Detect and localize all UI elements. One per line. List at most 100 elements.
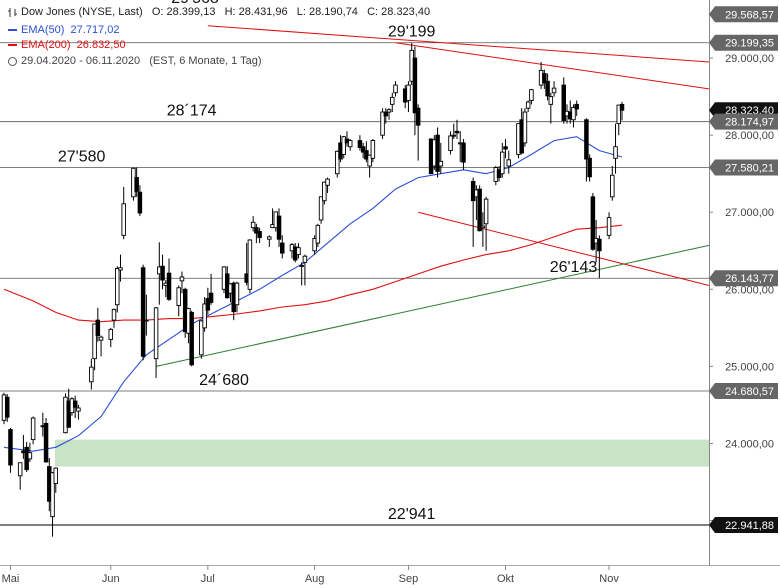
candle-2020-08-25 <box>383 108 389 124</box>
support-zone-rect <box>55 439 709 467</box>
candle-2020-05-04 <box>17 462 23 490</box>
level-label-3: 26'143 <box>550 259 598 276</box>
candle-body <box>542 73 547 84</box>
candle-2020-08-06 <box>322 181 327 205</box>
candle-body <box>480 225 486 229</box>
candle-2020-09-03 <box>412 46 418 136</box>
candle-2020-07-20 <box>267 235 272 247</box>
candle-body <box>325 178 330 186</box>
candle-body <box>341 136 346 155</box>
candle-2020-08-17 <box>357 135 363 151</box>
candle-2020-06-19 <box>166 258 172 301</box>
candle-body <box>89 366 94 383</box>
candle-body <box>134 177 139 192</box>
candle-2020-08-21 <box>370 139 376 163</box>
ema-layer <box>3 136 623 452</box>
ema200-value: 26.832,50 <box>76 39 126 51</box>
candle-body <box>545 80 550 97</box>
candle-body <box>299 264 304 267</box>
legend-ema200: EMA(200) 26.832,50 <box>8 39 126 51</box>
candle-2020-09-16 <box>454 119 460 140</box>
instrument-title: Dow Jones (NYSE, Last) <box>21 6 143 18</box>
candle-body <box>267 236 272 240</box>
candle-2020-06-30 <box>202 297 207 332</box>
candle-2020-09-25 <box>483 196 489 251</box>
candle-2020-09-23 <box>477 185 482 232</box>
ema50-swatch <box>8 29 17 32</box>
candle-2020-05-22 <box>76 404 81 420</box>
candle-2020-10-08 <box>525 100 531 113</box>
candle-2020-10-27 <box>587 154 592 182</box>
y-tick-label-2: 27.000,00 <box>725 207 774 219</box>
candle-2020-04-30 <box>4 394 10 422</box>
candle-2020-10-22 <box>571 104 576 128</box>
ema50-value: 27.717,02 <box>70 24 120 36</box>
candle-2020-08-26 <box>386 108 392 120</box>
y-tick-label-5: 24.000,00 <box>725 438 774 450</box>
x-tick-label-3: Aug <box>305 573 325 585</box>
candle-2020-08-27 <box>390 92 395 113</box>
candle-body <box>160 265 165 281</box>
candle-body <box>111 308 117 321</box>
candle-2020-09-30 <box>500 142 505 178</box>
candle-2020-05-19 <box>66 388 71 429</box>
candle-2020-09-04 <box>415 104 421 161</box>
candle-2020-07-10 <box>234 281 240 313</box>
price-tag-0 <box>709 6 778 23</box>
candle-2020-07-15 <box>250 216 256 232</box>
candle-body <box>412 57 418 114</box>
candle-body <box>606 217 612 236</box>
candle-2020-05-28 <box>95 307 101 342</box>
candle-body <box>118 267 123 271</box>
candle-2020-08-05 <box>318 196 324 224</box>
x-tick-label-5: Okt <box>497 573 514 585</box>
price-tag-label-6: 24.680,57 <box>725 386 774 398</box>
candle-body <box>448 135 453 152</box>
candle-2020-09-18 <box>461 139 466 170</box>
candle-body <box>312 237 317 252</box>
price-tag-label-3: 28.174,97 <box>725 117 774 129</box>
candle-body <box>571 106 576 121</box>
candle-2020-07-17 <box>257 227 262 244</box>
candle-2020-10-19 <box>561 77 567 124</box>
candle-body <box>30 417 36 441</box>
candle-body <box>415 107 421 126</box>
candle-body <box>4 396 10 418</box>
trendline-resistance-upper <box>207 25 710 63</box>
candle-2020-05-26 <box>89 358 94 390</box>
candle-body <box>92 323 97 360</box>
candle-body <box>357 140 363 148</box>
candle-body <box>483 198 489 225</box>
candle-2020-10-28 <box>590 192 596 251</box>
candle-2020-07-31 <box>302 254 308 286</box>
candle-body <box>370 140 376 159</box>
price-tag-label-5: 26.143,77 <box>725 273 774 285</box>
candle-body <box>610 174 615 198</box>
candle-body <box>189 311 194 366</box>
candle-2020-06-29 <box>199 320 204 359</box>
candle-body <box>276 215 282 240</box>
candle-body <box>234 282 240 306</box>
date-range: 29.04.2020 - 06.11.2020 <box>21 55 141 67</box>
candle-2020-07-30 <box>299 262 304 286</box>
candle-body <box>590 196 596 250</box>
candle-2020-09-10 <box>435 127 440 178</box>
y-tick-label-1: 28.000,00 <box>725 130 774 142</box>
candle-2020-07-16 <box>254 223 259 244</box>
candle-body <box>477 188 482 232</box>
candle-2020-09-24 <box>480 212 486 247</box>
candle-body <box>529 89 534 101</box>
candle-body <box>390 96 395 105</box>
trendline-support <box>155 244 710 367</box>
price-tag-4 <box>709 159 778 176</box>
candle-body <box>199 320 204 356</box>
candle-body <box>121 203 126 236</box>
candle-2020-09-01 <box>406 81 411 113</box>
y-tick-label-0: 29.000,00 <box>725 53 774 65</box>
candle-body <box>525 101 531 109</box>
candle-2020-07-29 <box>296 243 301 259</box>
candle-body <box>367 154 372 167</box>
candle-2020-10-14 <box>545 73 550 101</box>
